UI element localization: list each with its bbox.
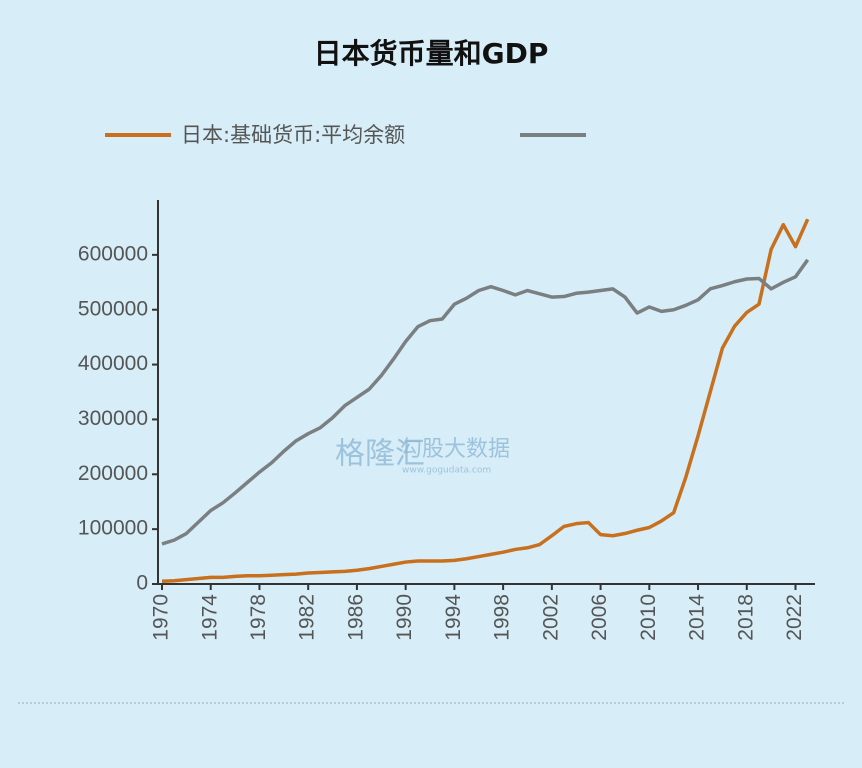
legend-label: 日本:基础货币:平均余额: [181, 123, 405, 147]
x-tick-label: 2022: [783, 594, 806, 641]
y-tick-label: 400000: [78, 352, 148, 375]
y-tick-label: 0: [136, 572, 148, 595]
chart-title: 日本货币量和GDP: [314, 37, 549, 70]
x-tick-label: 1990: [393, 594, 416, 641]
y-tick-label: 200000: [78, 462, 148, 485]
x-tick-label: 1970: [150, 594, 173, 641]
x-tick-label: 1998: [491, 594, 514, 641]
x-tick-label: 1986: [344, 594, 367, 641]
x-tick-label: 1978: [247, 594, 270, 641]
series-line: [161, 258, 810, 546]
watermark: www.gogudata.com: [402, 466, 491, 476]
watermark: 勾股大数据: [400, 437, 510, 462]
x-tick-label: 2002: [539, 594, 562, 641]
x-tick-label: 1994: [442, 594, 465, 641]
series-line: [161, 218, 810, 584]
y-tick-label: 500000: [78, 297, 148, 320]
y-tick-label: 300000: [78, 407, 148, 430]
x-tick-label: 2014: [686, 594, 709, 641]
x-tick-label: 2018: [734, 594, 757, 641]
x-tick-label: 1982: [296, 594, 319, 641]
x-tick-label: 2006: [588, 594, 611, 641]
watermark: 格隆汇: [335, 437, 425, 472]
x-tick-label: 1974: [198, 594, 221, 641]
x-tick-label: 2010: [637, 594, 660, 641]
y-tick-label: 100000: [78, 517, 148, 540]
y-tick-label: 600000: [78, 242, 148, 265]
